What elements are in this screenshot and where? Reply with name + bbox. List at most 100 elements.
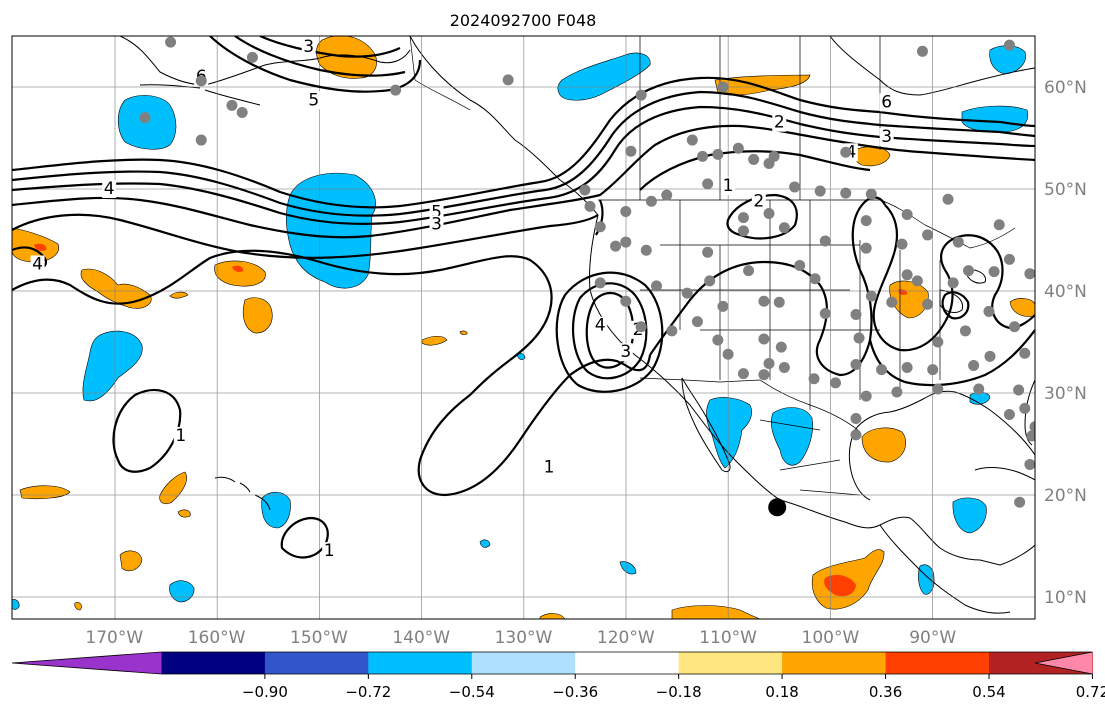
station-marker [226,99,238,111]
colorbar: −0.90 −0.72 −0.54 −0.36 −0.18 0.18 0.36 0.54 0.7… [11,651,1105,701]
station-marker [697,150,709,162]
colorbar-segment [471,652,576,674]
station-marker [620,236,632,248]
contour-label: 1 [544,458,555,478]
contour-label: 1 [723,176,734,196]
contour-line [234,36,406,77]
station-marker [195,75,207,87]
station-marker [620,205,632,217]
station-marker [712,334,724,346]
hudson-bay-coastline [829,36,1035,96]
station-marker [737,368,749,380]
station-marker [763,357,775,369]
station-marker [916,45,928,57]
colorbar-tick-label: −0.72 [345,683,391,701]
contour-line [12,213,599,259]
station-marker [860,215,872,227]
station-marker [932,383,944,395]
station-marker [850,308,862,320]
positive-anomaly-region [80,268,152,309]
station-marker [635,321,647,333]
station-marker [625,145,637,157]
contour-line [417,354,652,497]
contour-label: 4 [595,316,606,336]
contour-line [639,150,871,191]
alaska-canada-border [409,36,471,111]
negative-anomaly-region [479,539,491,548]
contour-line [595,199,604,236]
station-marker [1003,253,1015,265]
latitude-label: 30°N [1044,384,1087,404]
station-marker [1019,347,1031,359]
colorbar-segment [264,652,369,674]
station-marker [635,89,647,101]
contour-label-backdrop [751,192,766,211]
map-plot-area: 6534453111432122634 [12,36,1035,619]
station-marker [1024,268,1035,280]
latitude-label: 60°N [1044,78,1087,98]
positive-anomaly-region [242,297,273,334]
station-marker [911,275,923,287]
station-marker [717,300,729,312]
strong-positive-anomaly-region [34,243,47,251]
contour-label-backdrop [306,91,321,110]
station-marker [758,295,770,307]
contour-label: 5 [308,90,319,110]
contour-line [12,76,1035,209]
political-boundaries [409,36,1016,496]
contour-label-backdrop [322,542,337,561]
cuba-coastline [974,467,1035,481]
station-marker [594,221,606,233]
station-marker [236,107,248,119]
station-marker [901,269,913,281]
station-marker [1014,496,1026,508]
station-marker [722,348,734,360]
positive-anomaly-region [159,471,187,505]
aleutian-islands [139,84,261,106]
contour-line [112,388,182,473]
latitude-label: 10°N [1044,588,1087,608]
station-marker [1026,430,1035,442]
negative-anomaly-region [770,407,813,466]
contour-label: 3 [620,342,631,362]
station-marker [195,134,207,146]
gulf-coastline [848,390,1035,501]
station-marker [988,266,1000,278]
station-marker [139,112,151,124]
station-marker [809,273,821,285]
positive-anomaly-region [177,509,191,518]
site-markers [768,498,787,517]
strong-positive-anomaly-region [232,265,244,272]
station-marker [640,244,652,256]
station-marker [778,222,790,234]
station-marker [768,150,780,162]
station-marker [691,316,703,328]
station-marker [712,148,724,160]
station-marker [865,290,877,302]
colorbar-segment [678,652,783,674]
colorbar-tick-label: 0.72 [1076,683,1105,701]
map-title: 2024092700 F048 [450,11,597,30]
contour-label-backdrop [618,343,633,362]
longitude-label: 170°W [85,628,143,648]
positive-anomaly-region [459,330,468,335]
station-marker [947,277,959,289]
station-marker [789,181,801,193]
colorbar-tick-label: −0.18 [656,683,702,701]
contour-label-backdrop [879,93,894,112]
site-marker [768,498,787,517]
station-marker [952,236,964,248]
station-marker [165,36,177,48]
station-marker [886,296,898,308]
positive-anomaly-region [169,291,189,299]
positive-anomaly-region [74,602,82,611]
station-marker [830,377,842,389]
station-marker [968,359,980,371]
longitude-label: 120°W [597,628,655,648]
contour-label-backdrop [429,215,444,234]
coastlines [12,36,1035,614]
station-marker [702,246,714,258]
station-marker [850,429,862,441]
station-marker [737,225,749,237]
